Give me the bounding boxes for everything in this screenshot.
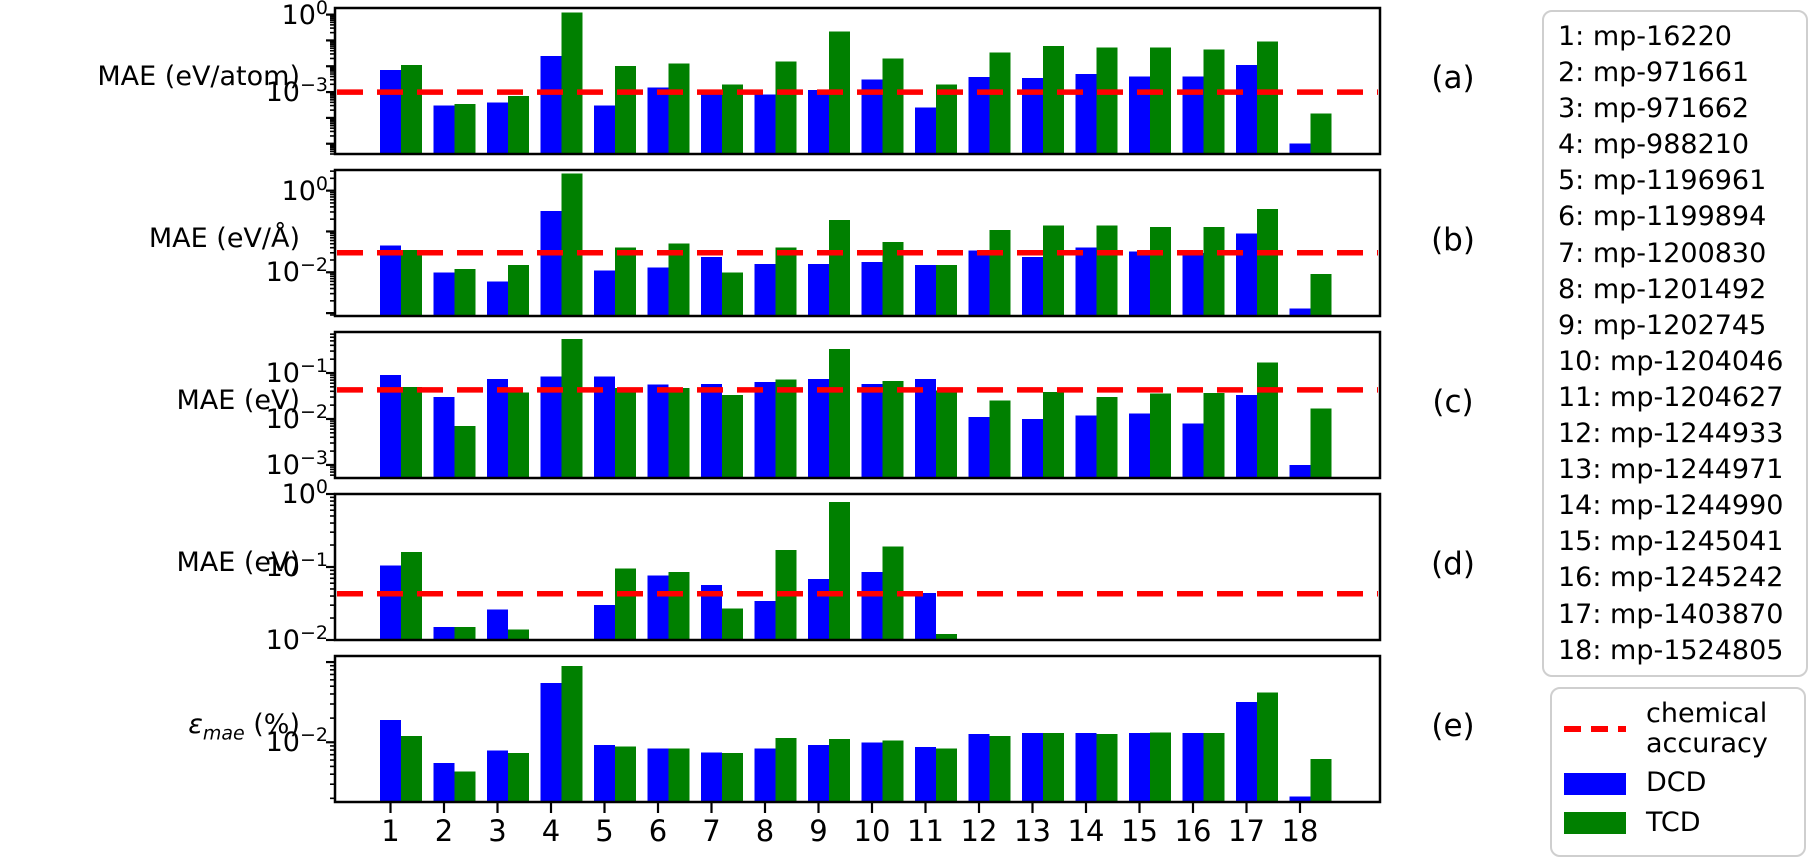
legend-id-item: 16: mp-1245242 [1558, 562, 1784, 594]
legend-id-item: 9: mp-1202745 [1558, 309, 1767, 341]
y-tick-label: 10−1 [265, 355, 328, 389]
legend-id-item: 18: mp-1524805 [1558, 634, 1784, 666]
x-tick-label: 13 [1014, 814, 1051, 848]
legend-id-item: 14: mp-1244990 [1558, 490, 1784, 522]
panel-letter: (a) [1431, 60, 1475, 96]
legend-item-tcd: TCD [1564, 806, 1792, 838]
x-tick-label: 8 [755, 814, 775, 848]
chemical-accuracy-label: chemical accuracy [1646, 698, 1768, 760]
tcd-label: TCD [1646, 806, 1701, 838]
panel-letter: (c) [1432, 384, 1474, 420]
legend-id-item: 13: mp-1244971 [1558, 454, 1784, 486]
dcd-label: DCD [1646, 767, 1707, 799]
x-tick-label: 18 [1281, 814, 1319, 848]
x-tick-label: 3 [488, 814, 507, 848]
panel-letter: (b) [1431, 222, 1475, 258]
y-tick-label: 10−3 [265, 74, 328, 109]
y-tick-label: 10−2 [265, 254, 328, 289]
legend-id-item: 2: mp-971661 [1558, 57, 1750, 89]
x-tick-label: 6 [648, 814, 668, 848]
legend-id-item: 1: mp-16220 [1558, 21, 1732, 52]
x-tick-label: 11 [907, 814, 944, 848]
legend-id-item: 3: mp-971662 [1558, 93, 1750, 125]
y-axis-label: MAE (eV/Å) [148, 223, 300, 254]
y-tick-label: 100 [281, 172, 328, 207]
y-tick-label: 10−2 [265, 622, 328, 656]
x-tick-label: 14 [1067, 814, 1105, 848]
y-axis-label: MAE (eV) [176, 547, 300, 578]
legend-id-item: 10: mp-1204046 [1558, 345, 1784, 377]
x-tick-label: 5 [595, 814, 614, 848]
legend-id-item: 5: mp-1196961 [1558, 165, 1767, 197]
y-tick-label: 10−2 [265, 724, 328, 759]
dcd-color-swatch [1564, 772, 1626, 795]
panel-letter: (d) [1431, 546, 1475, 582]
x-tick-label: 10 [853, 814, 891, 848]
tcd-color-swatch [1564, 811, 1626, 834]
legend-id-item: 17: mp-1403870 [1558, 598, 1784, 630]
legend-id-item: 4: mp-988210 [1558, 129, 1750, 161]
chemical-accuracy-dash-icon [1564, 726, 1626, 733]
y-axis-label: MAE (eV) [176, 385, 300, 416]
x-tick-label: 9 [809, 814, 828, 848]
legend-id-item: 8: mp-1201492 [1558, 273, 1767, 305]
x-tick-label: 12 [960, 814, 998, 848]
x-tick-label: 2 [434, 814, 454, 848]
legend-id-item: 12: mp-1244933 [1558, 418, 1784, 450]
y-tick-label: 100 [281, 0, 328, 31]
series-legend: chemical accuracy DCD TCD [1550, 687, 1806, 857]
legend-id-item: 6: mp-1199894 [1558, 201, 1767, 233]
x-tick-label: 16 [1174, 814, 1212, 848]
legend-item-dcd: DCD [1564, 768, 1792, 798]
x-tick-label: 4 [541, 814, 561, 848]
y-axis-label: εmae (%) [188, 709, 300, 745]
x-tick-label: 7 [702, 814, 721, 848]
panel-letter: (e) [1431, 708, 1475, 744]
x-tick-label: 17 [1228, 814, 1265, 848]
legend-id-item: 7: mp-1200830 [1558, 237, 1767, 269]
x-tick-label: 1 [381, 814, 400, 848]
y-tick-label: 100 [281, 476, 328, 510]
x-tick-label: 15 [1121, 814, 1158, 848]
legend-id-item: 15: mp-1245041 [1558, 526, 1784, 558]
y-tick-label: 10−1 [265, 549, 328, 583]
y-tick-label: 10−2 [265, 400, 328, 435]
y-axis-label: MAE (eV/atom) [97, 61, 300, 92]
legend-id-item: 11: mp-1204627 [1558, 381, 1784, 413]
material-id-legend: 1: mp-16220 2: mp-971661 3: mp-971662 4: mp… [1542, 10, 1808, 677]
legend-item-chemical-accuracy: chemical accuracy [1564, 698, 1792, 760]
y-tick-label: 10−3 [265, 446, 328, 481]
